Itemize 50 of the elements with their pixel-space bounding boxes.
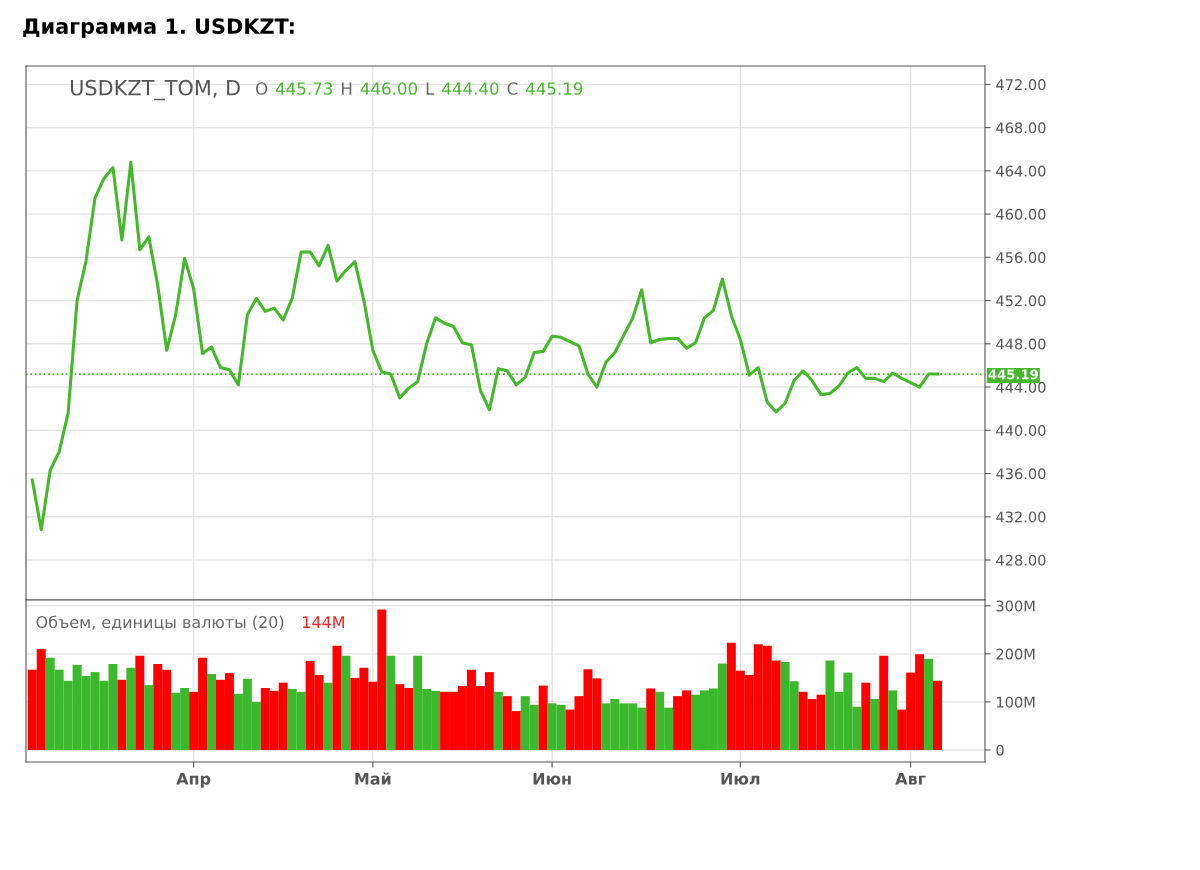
y-tick-label: 440.00 xyxy=(996,425,1046,437)
bar xyxy=(870,699,880,750)
y-tick-label: 0 xyxy=(996,744,1004,756)
annotation: 444.40 xyxy=(442,82,499,95)
x-tick-label: Май xyxy=(355,772,391,785)
annotation: USDKZT_TOM, D xyxy=(70,79,240,101)
annotation: L xyxy=(426,82,435,95)
bar xyxy=(207,674,217,750)
bar xyxy=(493,691,503,750)
bar xyxy=(933,680,942,750)
chart-title: Диаграмма 1. USDKZT: xyxy=(23,18,294,39)
x-tick-label: Авг xyxy=(895,772,926,785)
y-tick-label: 200M xyxy=(996,648,1035,660)
annotation: 446.00 xyxy=(360,82,418,95)
annotation: O xyxy=(255,82,268,95)
bar xyxy=(323,682,333,750)
bar xyxy=(924,658,934,750)
y-tick-label: 468.00 xyxy=(996,122,1046,134)
y-tick-label: 456.00 xyxy=(996,252,1046,264)
bar xyxy=(538,685,548,750)
text: Объем, единицы валюты (20) xyxy=(36,615,284,631)
y-tick-label: 436.00 xyxy=(996,468,1046,480)
bar xyxy=(135,655,145,750)
y-tick-label: 452.00 xyxy=(996,295,1046,307)
bar xyxy=(646,688,656,750)
bar xyxy=(879,655,889,750)
y-tick-label: 460.00 xyxy=(996,208,1046,220)
annotation: H xyxy=(341,82,352,95)
y-tick-label: 100M xyxy=(997,696,1035,708)
annotation: 144M xyxy=(303,616,344,628)
y-tick-label: 432.00 xyxy=(996,511,1046,523)
x-tick-label: Июл xyxy=(721,772,760,785)
bar xyxy=(888,690,898,750)
bar xyxy=(126,667,136,750)
bar xyxy=(861,682,871,750)
x-tick-label: Июн xyxy=(533,772,571,785)
x-tick-label: Апр xyxy=(176,772,211,788)
bar xyxy=(144,685,154,750)
annotation: C xyxy=(507,82,518,95)
bar xyxy=(341,655,351,750)
bar xyxy=(386,655,396,750)
y-tick-label: 448.00 xyxy=(996,338,1046,350)
annotation: 445.19 xyxy=(525,82,583,95)
y-tick-label: 472.00 xyxy=(996,79,1046,91)
ref-line-label: 445.19 xyxy=(988,369,1038,380)
y-tick-label: 428.00 xyxy=(996,554,1046,566)
y-tick-label: 464.00 xyxy=(996,165,1046,177)
bar xyxy=(117,679,127,750)
annotation: 445.73 xyxy=(275,82,333,95)
y-tick-label: 300M xyxy=(996,600,1035,612)
